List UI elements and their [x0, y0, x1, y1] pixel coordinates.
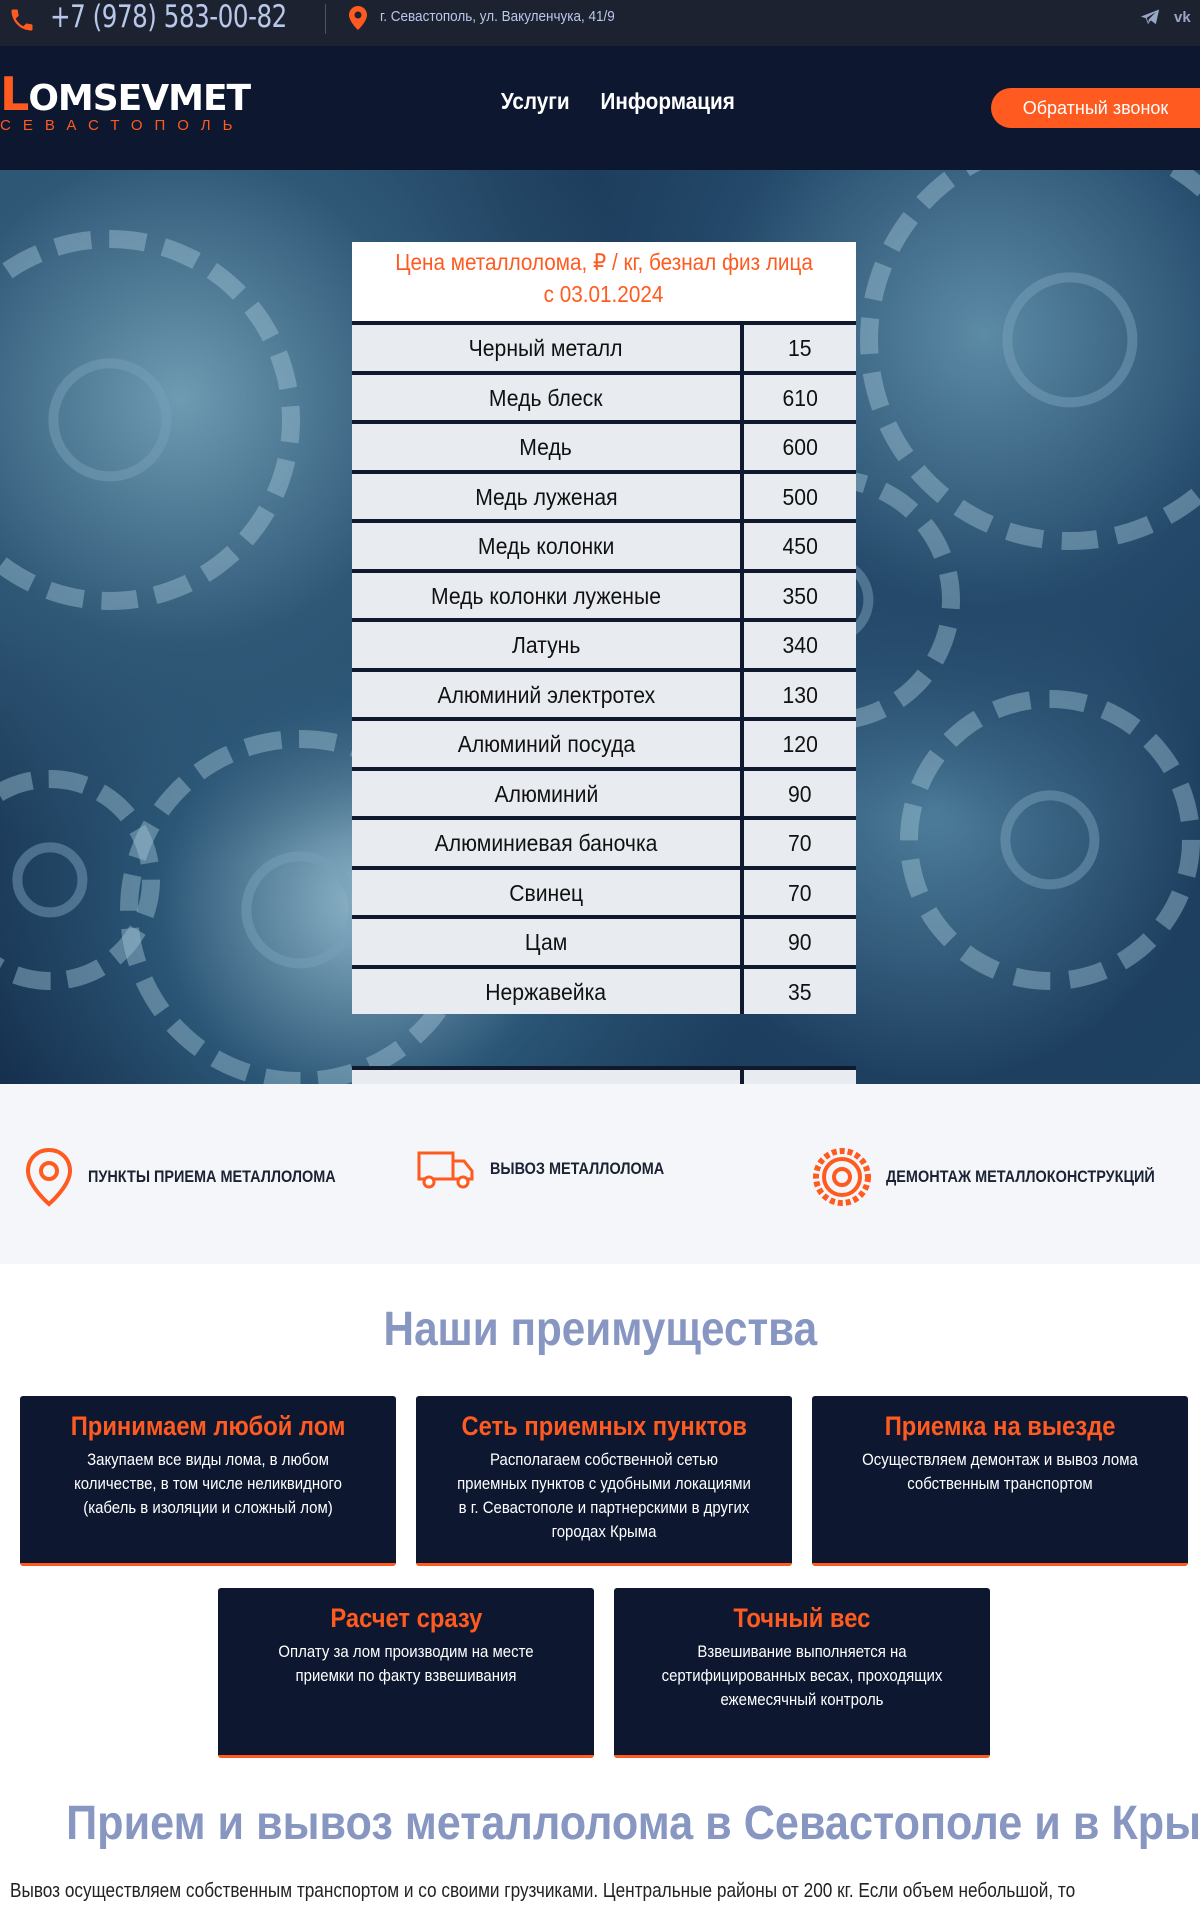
- metal-price: 350: [782, 582, 818, 609]
- table-row: Свинец 70: [352, 865, 856, 915]
- table-row: Черный металл 15: [352, 321, 856, 371]
- gear-decoration: [860, 170, 1200, 550]
- metal-name: Свинец: [509, 879, 583, 906]
- gear-decoration: [0, 230, 300, 610]
- price-table-title: Цена металлолома, ₽ / кг, безнал физ лиц…: [352, 242, 856, 321]
- advantage-card: Расчет сразу Оплату за лом производим на…: [218, 1588, 594, 1758]
- advantage-card: Приемка на выезде Осуществляем демонтаж …: [812, 1396, 1188, 1566]
- advantage-text: Осуществляем демонтаж и вывоз лома собст…: [862, 1450, 1138, 1493]
- logo-subtitle: СЕВАСТОПОЛЬ: [0, 117, 245, 134]
- service-collection-points[interactable]: Пункты приема металлолома: [24, 1147, 379, 1207]
- price-table: Цена металлолома, ₽ / кг, безнал физ лиц…: [352, 242, 856, 1084]
- truck-icon: [417, 1151, 474, 1189]
- metal-name: Латунь: [511, 632, 581, 658]
- metal-price: 500: [782, 483, 818, 510]
- saw-blade-icon: [813, 1148, 871, 1206]
- metal-name: Медь луженая: [474, 483, 618, 510]
- main-nav: Услуги Информация: [497, 88, 743, 115]
- logo-letter: L: [0, 67, 29, 121]
- advantage-title: Расчет сразу: [330, 1603, 482, 1633]
- table-row: Медь блеск 610: [352, 370, 856, 420]
- metal-price: 90: [788, 780, 812, 807]
- price-title-line1: Цена металлолома, ₽ / кг, безнал физ лиц…: [395, 249, 813, 275]
- table-row: Латунь 340: [352, 618, 856, 668]
- advantage-title: Точный вес: [733, 1603, 871, 1633]
- price-title-line2: с 03.01.2024: [544, 281, 664, 307]
- divider: [325, 4, 326, 34]
- metal-name: Медь: [519, 434, 573, 460]
- price-rows: Черный металл 15 Медь блеск 610 Медь 600 Медь …: [352, 321, 856, 1014]
- metal-price: 25: [788, 1070, 812, 1084]
- site-header: LOMSEVMET СЕВАСТОПОЛЬ Услуги Информация …: [0, 46, 1200, 170]
- table-row: Цам 90: [352, 915, 856, 965]
- hero-section: Цена металлолома, ₽ / кг, безнал физ лиц…: [0, 170, 1200, 1084]
- metal-name: Медь блеск: [489, 384, 603, 411]
- service-label: Вывоз металлолома: [490, 1159, 665, 1178]
- advantage-title: Принимаем любой лом: [70, 1411, 346, 1441]
- metal-price: 130: [782, 681, 818, 708]
- telegram-icon[interactable]: [1140, 8, 1160, 26]
- advantage-text: Оплату за лом производим на месте приемк…: [278, 1642, 534, 1685]
- metal-price: 70: [788, 879, 812, 906]
- metal-name: Цам: [524, 929, 568, 955]
- metal-name: Алюминий посуда: [457, 731, 635, 757]
- advantage-text: Закупаем все виды лома, в любом количест…: [74, 1450, 342, 1517]
- map-pin-icon: [25, 1147, 73, 1207]
- metal-name: Черный металл: [469, 335, 623, 361]
- phone-icon: [11, 9, 33, 31]
- callback-button[interactable]: Обратный звонок: [991, 88, 1200, 128]
- table-row: Алюминий 90: [352, 766, 856, 816]
- metal-name: Медь колонки: [477, 533, 615, 559]
- advantages-title: Наши преимущества: [383, 1303, 817, 1356]
- advantage-card: Принимаем любой лом Закупаем все виды ло…: [20, 1396, 396, 1566]
- gear-decoration: [900, 690, 1200, 990]
- advantage-card: Сеть приемных пунктов Располагаем собств…: [416, 1396, 792, 1566]
- metal-price: 610: [782, 384, 818, 411]
- vk-icon[interactable]: vk: [1174, 9, 1191, 26]
- service-label: Пункты приема металлолома: [88, 1167, 336, 1186]
- advantage-text: Располагаем собственной сетью приемных п…: [457, 1450, 751, 1541]
- metal-name: Медь колонки луженые: [431, 582, 661, 609]
- table-row: Алюминиевая баночка 70: [352, 816, 856, 866]
- metal-price: 450: [782, 533, 818, 559]
- table-row: Медь 600: [352, 420, 856, 470]
- advantage-text: Взвешивание выполняется на сертифицирова…: [661, 1642, 943, 1709]
- advantage-title: Сеть приемных пунктов: [461, 1411, 747, 1441]
- logo[interactable]: LOMSEVMET СЕВАСТОПОЛЬ: [0, 71, 251, 134]
- address-text: г. Севастополь, ул. Вакуленчука, 41/9: [380, 8, 615, 25]
- table-row: Медь колонки 450: [352, 519, 856, 569]
- top-bar: +7 (978) 583-00-82 г. Севастополь, ул. В…: [0, 0, 1200, 46]
- metal-name: Аккумуляторы: [476, 1070, 616, 1084]
- table-row: Алюминий посуда 120: [352, 717, 856, 767]
- seo-paragraph: Вывоз осуществляем собственным транспорт…: [10, 1880, 1076, 1902]
- service-dismantling[interactable]: Демонтаж металлоконструкций: [812, 1147, 1200, 1207]
- map-pin-icon: [349, 6, 367, 30]
- metal-price: 120: [782, 731, 818, 757]
- metal-name: Алюминий электротех: [437, 681, 655, 708]
- table-row: Медь луженая 500: [352, 469, 856, 519]
- phone-link[interactable]: +7 (978) 583-00-82: [50, 0, 287, 35]
- metal-price: 70: [788, 830, 812, 856]
- table-row: Аккумуляторы 25: [352, 1066, 856, 1084]
- metal-price: 340: [782, 632, 818, 658]
- nav-item-services[interactable]: Услуги: [500, 88, 570, 114]
- metal-name: Алюминиевая баночка: [434, 830, 658, 856]
- logo-main-text: OMSEVMET: [28, 78, 251, 119]
- service-removal[interactable]: Вывоз металлолома: [416, 1147, 695, 1191]
- service-label: Демонтаж металлоконструкций: [886, 1167, 1155, 1186]
- metal-price: 90: [788, 929, 812, 955]
- nav-item-information[interactable]: Информация: [600, 88, 736, 114]
- table-row: Медь колонки луженые 350: [352, 568, 856, 618]
- metal-price: 35: [788, 978, 812, 1005]
- services-strip: Пункты приема металлолома Вывоз металлол…: [0, 1084, 1200, 1264]
- advantage-card: Точный вес Взвешивание выполняется на се…: [614, 1588, 990, 1758]
- advantage-title: Приемка на выезде: [884, 1411, 1116, 1441]
- seo-title: Прием и вывоз металлолома в Севастополе …: [66, 1797, 1200, 1850]
- metal-name: Алюминий: [494, 780, 598, 807]
- table-row: Алюминий электротех 130: [352, 667, 856, 717]
- table-row: Нержавейка 35: [352, 964, 856, 1014]
- metal-price: 600: [782, 434, 818, 460]
- metal-price: 15: [788, 335, 812, 361]
- metal-name: Нержавейка: [485, 978, 607, 1005]
